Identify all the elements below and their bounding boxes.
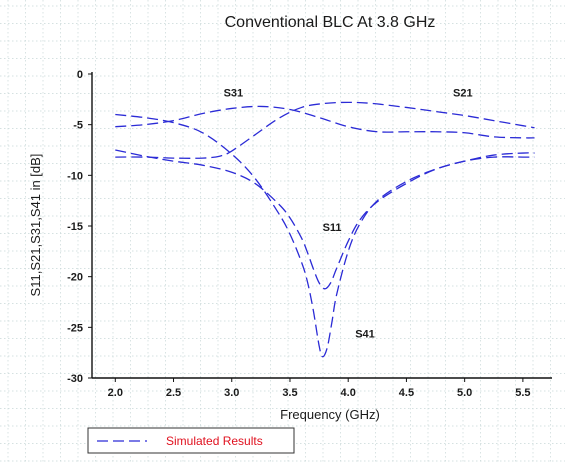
x-tick-label: 3.5 — [282, 387, 297, 399]
y-tick-label: -10 — [67, 170, 83, 182]
series-annotations: S31 S21 S11 S41 — [224, 87, 473, 340]
y-tick-label: 0 — [77, 69, 83, 81]
series-line-s11 — [115, 149, 535, 290]
x-tick-label: 5.0 — [457, 387, 472, 399]
series-lines — [115, 101, 535, 358]
x-tick-label: 4.5 — [399, 387, 414, 399]
x-tick-label: 2.0 — [108, 387, 123, 399]
y-tick-label: -5 — [73, 120, 83, 132]
x-tick-label: 2.5 — [166, 387, 181, 399]
series-label-s31: S31 — [224, 87, 244, 99]
y-axis-label: S11,S21,S31,S41 in [dB] — [28, 154, 43, 297]
series-label-s11: S11 — [323, 222, 342, 234]
y-tick-label: -30 — [67, 373, 83, 385]
x-axis-ticks: 2.0 2.5 3.0 3.5 4.0 4.5 5.0 5.5 — [108, 378, 531, 399]
x-axis-label: Frequency (GHz) — [280, 407, 380, 422]
series-label-s41: S41 — [355, 328, 375, 340]
y-axis-ticks: 0 -5 -10 -15 -20 -25 -30 — [67, 69, 92, 385]
y-tick-label: -15 — [67, 221, 83, 233]
series-label-s21: S21 — [453, 87, 473, 99]
legend: Simulated Results — [87, 427, 295, 454]
x-tick-label: 5.5 — [515, 387, 530, 399]
chart-title: Conventional BLC At 3.8 GHz — [225, 14, 436, 31]
x-tick-label: 4.0 — [341, 387, 356, 399]
y-tick-label: -25 — [67, 322, 83, 334]
x-tick-label: 3.0 — [224, 387, 239, 399]
series-line-s31 — [115, 105, 535, 139]
y-tick-label: -20 — [67, 272, 83, 284]
series-line-s41 — [115, 113, 535, 358]
legend-label: Simulated Results — [166, 434, 263, 448]
series-line-s21 — [115, 101, 535, 159]
